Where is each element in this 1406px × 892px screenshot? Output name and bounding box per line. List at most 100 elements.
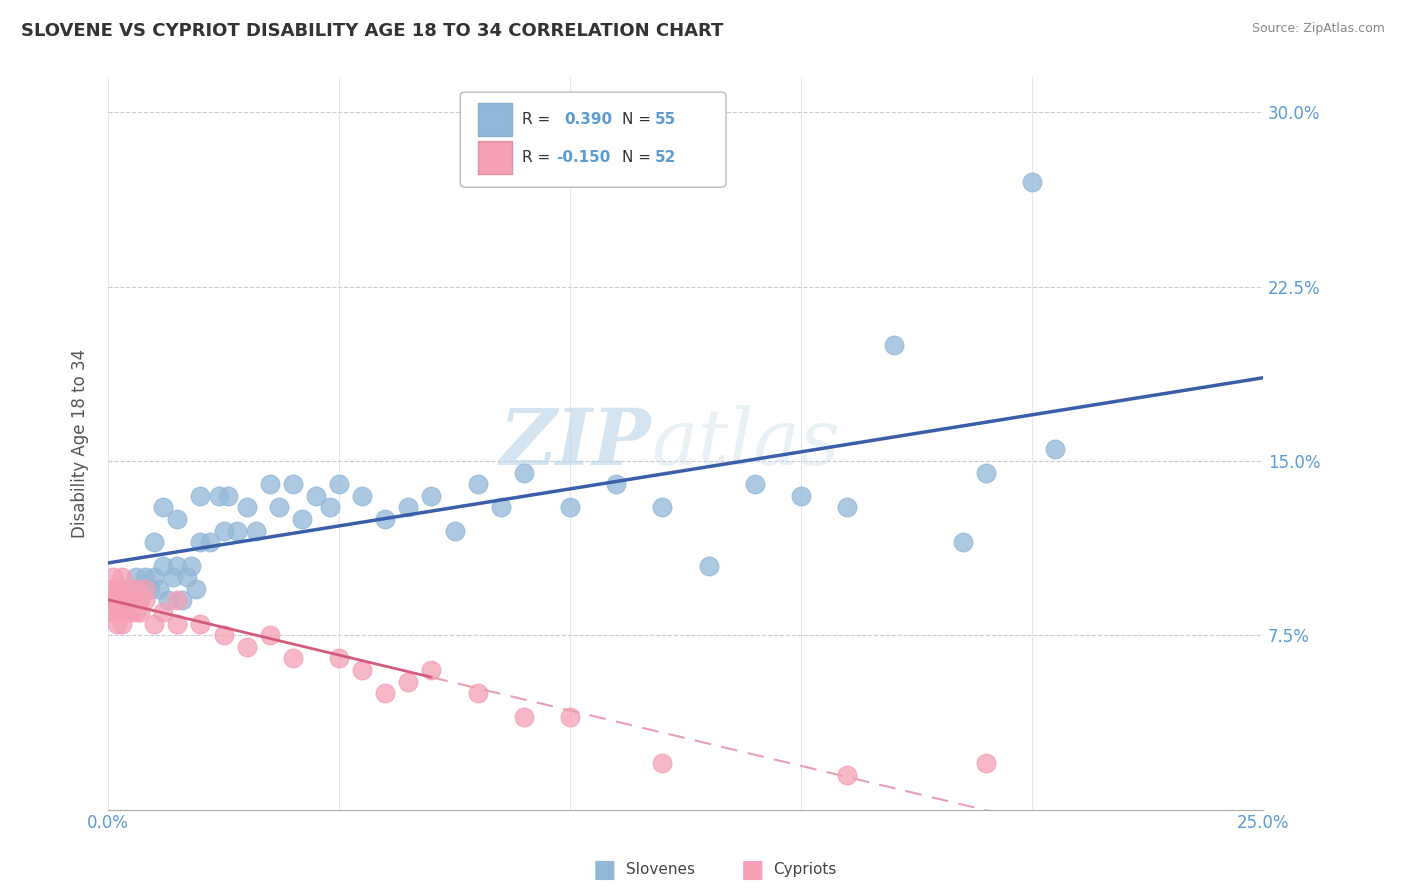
- Point: [143, 535, 166, 549]
- Point: [374, 512, 396, 526]
- Point: [212, 524, 235, 538]
- FancyBboxPatch shape: [460, 92, 725, 187]
- Point: [837, 500, 859, 515]
- Point: [1021, 175, 1043, 189]
- Text: N =: N =: [621, 112, 657, 128]
- Point: [111, 605, 134, 619]
- Point: [319, 500, 342, 515]
- Point: [281, 651, 304, 665]
- Point: [111, 605, 134, 619]
- Point: [396, 500, 419, 515]
- Point: [558, 709, 581, 723]
- Point: [125, 605, 148, 619]
- Point: [166, 558, 188, 573]
- Point: [1045, 442, 1067, 457]
- Point: [176, 570, 198, 584]
- Text: ZIP: ZIP: [499, 405, 651, 482]
- Point: [101, 593, 124, 607]
- Text: Cypriots: Cypriots: [773, 863, 837, 877]
- Point: [281, 477, 304, 491]
- Point: [111, 582, 134, 596]
- Point: [883, 337, 905, 351]
- Text: -0.150: -0.150: [557, 151, 610, 166]
- Point: [115, 582, 138, 596]
- Point: [101, 582, 124, 596]
- Point: [111, 593, 134, 607]
- Point: [328, 477, 350, 491]
- Point: [125, 570, 148, 584]
- Point: [305, 489, 328, 503]
- Text: R =: R =: [522, 151, 555, 166]
- Point: [513, 466, 536, 480]
- Point: [352, 489, 374, 503]
- Point: [105, 616, 128, 631]
- Point: [129, 593, 152, 607]
- Point: [115, 593, 138, 607]
- Point: [111, 582, 134, 596]
- Point: [120, 582, 142, 596]
- Point: [697, 558, 720, 573]
- Text: 55: 55: [654, 112, 676, 128]
- Point: [974, 756, 997, 770]
- Point: [148, 582, 170, 596]
- Point: [190, 535, 212, 549]
- FancyBboxPatch shape: [478, 103, 512, 136]
- Point: [198, 535, 221, 549]
- Point: [605, 477, 627, 491]
- Point: [245, 524, 267, 538]
- Point: [111, 582, 134, 596]
- Point: [170, 593, 193, 607]
- Point: [152, 558, 174, 573]
- Point: [489, 500, 512, 515]
- Point: [101, 605, 124, 619]
- Point: [105, 593, 128, 607]
- Point: [105, 605, 128, 619]
- Point: [235, 640, 257, 654]
- Point: [396, 674, 419, 689]
- Point: [235, 500, 257, 515]
- Point: [952, 535, 974, 549]
- Point: [837, 767, 859, 781]
- Point: [212, 628, 235, 642]
- Point: [352, 663, 374, 677]
- Point: [134, 582, 156, 596]
- Point: [974, 466, 997, 480]
- Point: [558, 500, 581, 515]
- Text: Source: ZipAtlas.com: Source: ZipAtlas.com: [1251, 22, 1385, 36]
- Point: [157, 593, 180, 607]
- Point: [259, 628, 281, 642]
- Text: SLOVENE VS CYPRIOT DISABILITY AGE 18 TO 34 CORRELATION CHART: SLOVENE VS CYPRIOT DISABILITY AGE 18 TO …: [21, 22, 724, 40]
- Point: [143, 570, 166, 584]
- Point: [651, 756, 673, 770]
- Point: [138, 582, 160, 596]
- Point: [111, 570, 134, 584]
- Point: [267, 500, 290, 515]
- Point: [120, 605, 142, 619]
- Point: [513, 709, 536, 723]
- Point: [420, 663, 443, 677]
- Text: Slovenes: Slovenes: [626, 863, 695, 877]
- Point: [166, 593, 188, 607]
- Point: [217, 489, 239, 503]
- Point: [115, 605, 138, 619]
- Point: [328, 651, 350, 665]
- Text: 0.390: 0.390: [564, 112, 613, 128]
- Point: [190, 616, 212, 631]
- Point: [120, 582, 142, 596]
- Point: [166, 616, 188, 631]
- Point: [111, 605, 134, 619]
- Point: [152, 500, 174, 515]
- Point: [374, 686, 396, 700]
- Text: N =: N =: [621, 151, 657, 166]
- Point: [125, 582, 148, 596]
- FancyBboxPatch shape: [478, 142, 512, 175]
- Point: [129, 605, 152, 619]
- Text: atlas: atlas: [651, 405, 839, 482]
- Point: [134, 570, 156, 584]
- Point: [420, 489, 443, 503]
- Text: R =: R =: [522, 112, 560, 128]
- Point: [467, 686, 489, 700]
- Text: ■: ■: [593, 858, 616, 881]
- Point: [744, 477, 766, 491]
- Text: 52: 52: [654, 151, 676, 166]
